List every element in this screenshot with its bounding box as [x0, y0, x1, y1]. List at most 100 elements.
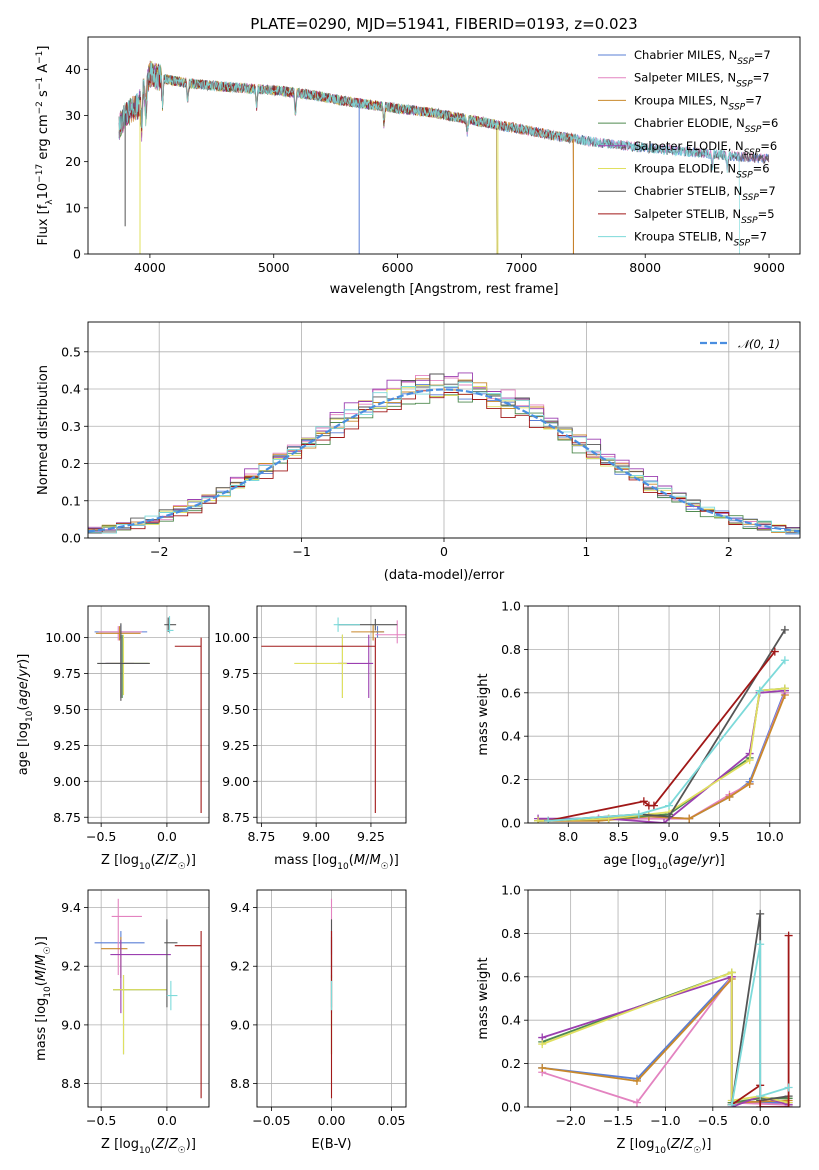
- y-axis-label: Normed distribution: [36, 365, 51, 495]
- weight-marker: [665, 812, 674, 821]
- data-point: [106, 634, 149, 698]
- mass_vs_Z-frame: [87, 889, 210, 1108]
- legend-entry: Chabrier STELIB, NSSP=7: [634, 184, 776, 203]
- age_vs_Z-plot-area: [94, 616, 202, 813]
- weight-marker: [639, 797, 648, 806]
- weight-marker: [660, 819, 668, 823]
- data-point: [294, 634, 347, 698]
- legend-entry: Chabrier ELODIE, NSSP=6: [634, 116, 778, 135]
- y-tick-label: 9.2: [61, 959, 81, 974]
- y-tick-label: 0: [73, 247, 81, 262]
- y-tick-label: 0.5: [61, 344, 81, 359]
- weight_vs_Z-plot-area: [538, 909, 793, 1107]
- weight-marker: [780, 625, 789, 634]
- x-tick-label: −1: [292, 544, 310, 559]
- weight-marker: [534, 816, 543, 823]
- weight-series: [727, 940, 793, 1107]
- x-tick-label: −1.0: [650, 1113, 680, 1128]
- y-tick-label: 8.75: [222, 810, 250, 825]
- y-tick-label: 9.4: [61, 900, 81, 915]
- x-tick-label: −0.05: [252, 1113, 290, 1128]
- y-tick-label: 9.0: [61, 1017, 81, 1032]
- data-point: [105, 634, 135, 698]
- residuals-plot-area: [88, 372, 800, 535]
- x-tick-label: 6000: [382, 260, 414, 275]
- weight-marker: [632, 1076, 641, 1085]
- y-tick-label: 9.00: [222, 774, 250, 789]
- y-tick-label: 30: [65, 108, 81, 123]
- data-point: [261, 637, 376, 813]
- y-axis-label: mass weight: [476, 673, 491, 755]
- y-tick-label: 0.6: [501, 685, 521, 700]
- data-point: [111, 898, 142, 976]
- age_vs_Z-axes: −0.5 0.0 8.75 9.00 9.25 9.50 9.75 10.00: [45, 606, 209, 844]
- y-tick-label: 9.75: [53, 666, 81, 681]
- x-axis-label: Z [log10(Z/Z☉)]: [617, 1137, 712, 1156]
- legend-entry: Salpeter ELODIE, NSSP=6: [634, 139, 777, 158]
- x-tick-label: 0.0: [157, 1113, 177, 1128]
- x-tick-label: 9.0: [659, 829, 679, 844]
- x-tick-label: −0.5: [698, 1113, 728, 1128]
- weight-marker: [784, 1083, 793, 1092]
- x-tick-label: 10.0: [756, 829, 784, 844]
- x-axis-label: Z [log10(Z/Z☉)]: [101, 1137, 196, 1156]
- weight-marker: [727, 968, 736, 977]
- x-axis-label: wavelength [Angstrom, rest frame]: [330, 282, 559, 297]
- y-tick-label: 10.00: [214, 630, 250, 645]
- spectrum-line: [118, 62, 574, 254]
- weight-marker: [727, 1100, 736, 1107]
- y-tick-label: 9.50: [53, 702, 81, 717]
- spectrum-axes: 4000 5000 6000 7000 8000 9000 0 10 20 30 40: [65, 62, 785, 275]
- weight-line: [538, 689, 785, 823]
- y-tick-label: 0.8: [501, 926, 521, 941]
- weight-marker: [756, 1092, 765, 1101]
- y-tick-label: 0.6: [501, 969, 521, 984]
- y-tick-label: 0.0: [501, 1100, 521, 1115]
- y-tick-label: 9.75: [222, 666, 250, 681]
- weight-marker: [784, 931, 793, 940]
- x-tick-label: 8.5: [609, 829, 629, 844]
- data-point: [110, 634, 150, 696]
- weight-marker: [632, 1098, 641, 1107]
- weight-marker: [649, 801, 658, 810]
- x-tick-label: −2.0: [555, 1113, 585, 1128]
- legend-entry: Chabrier MILES, NSSP=7: [634, 48, 771, 67]
- x-tick-label: 2: [725, 544, 733, 559]
- age_vs_mass-axes: 8.75 9.00 9.25 8.75 9.00 9.25 9.50 9.75 10.00: [214, 606, 406, 844]
- y-tick-label: 20: [65, 154, 81, 169]
- data-point: [164, 617, 177, 632]
- weight_vs_age-frame: [527, 605, 801, 824]
- x-tick-label: 0.00: [318, 1113, 346, 1128]
- y-tick-label: 0.4: [501, 729, 521, 744]
- residuals-axes: −2 −1 0 1 2 0.0 0.1 0.2 0.3 0.4 0.5: [61, 322, 800, 559]
- x-tick-label: −2: [150, 544, 168, 559]
- y-tick-label: 0.2: [61, 456, 81, 471]
- y-tick-label: 1.0: [501, 883, 521, 898]
- weight-marker: [755, 686, 764, 695]
- x-tick-label: 7000: [505, 260, 537, 275]
- weight-series: [544, 656, 789, 823]
- data-point: [97, 623, 150, 701]
- y-tick-label: 9.25: [53, 738, 81, 753]
- data-point: [110, 939, 171, 1014]
- data-point: [174, 931, 202, 1099]
- x-tick-label: 9.25: [357, 829, 385, 844]
- x-axis-label: E(B-V): [311, 1137, 351, 1152]
- legend-entry: Kroupa ELODIE, NSSP=6: [634, 162, 770, 181]
- weight-line: [731, 935, 790, 1107]
- y-tick-label: 0.2: [501, 1056, 521, 1071]
- weight-marker: [685, 814, 694, 823]
- x-tick-label: −0.5: [86, 1113, 116, 1128]
- x-axis-label: Z [log10(Z/Z☉)]: [101, 853, 196, 872]
- mass_vs_EBV-axes: −0.05 0.00 0.05 8.8 9.0 9.2 9.4: [230, 890, 406, 1128]
- y-tick-label: 9.25: [222, 738, 250, 753]
- spectrum-frame: [87, 36, 801, 255]
- x-tick-label: 9.5: [709, 829, 729, 844]
- y-tick-label: 0.4: [501, 1013, 521, 1028]
- x-tick-label: 0: [440, 544, 448, 559]
- residuals-frame: [87, 321, 801, 539]
- y-tick-label: 8.8: [230, 1076, 250, 1091]
- spectrum-line: [139, 61, 498, 254]
- y-tick-label: 10.00: [45, 630, 81, 645]
